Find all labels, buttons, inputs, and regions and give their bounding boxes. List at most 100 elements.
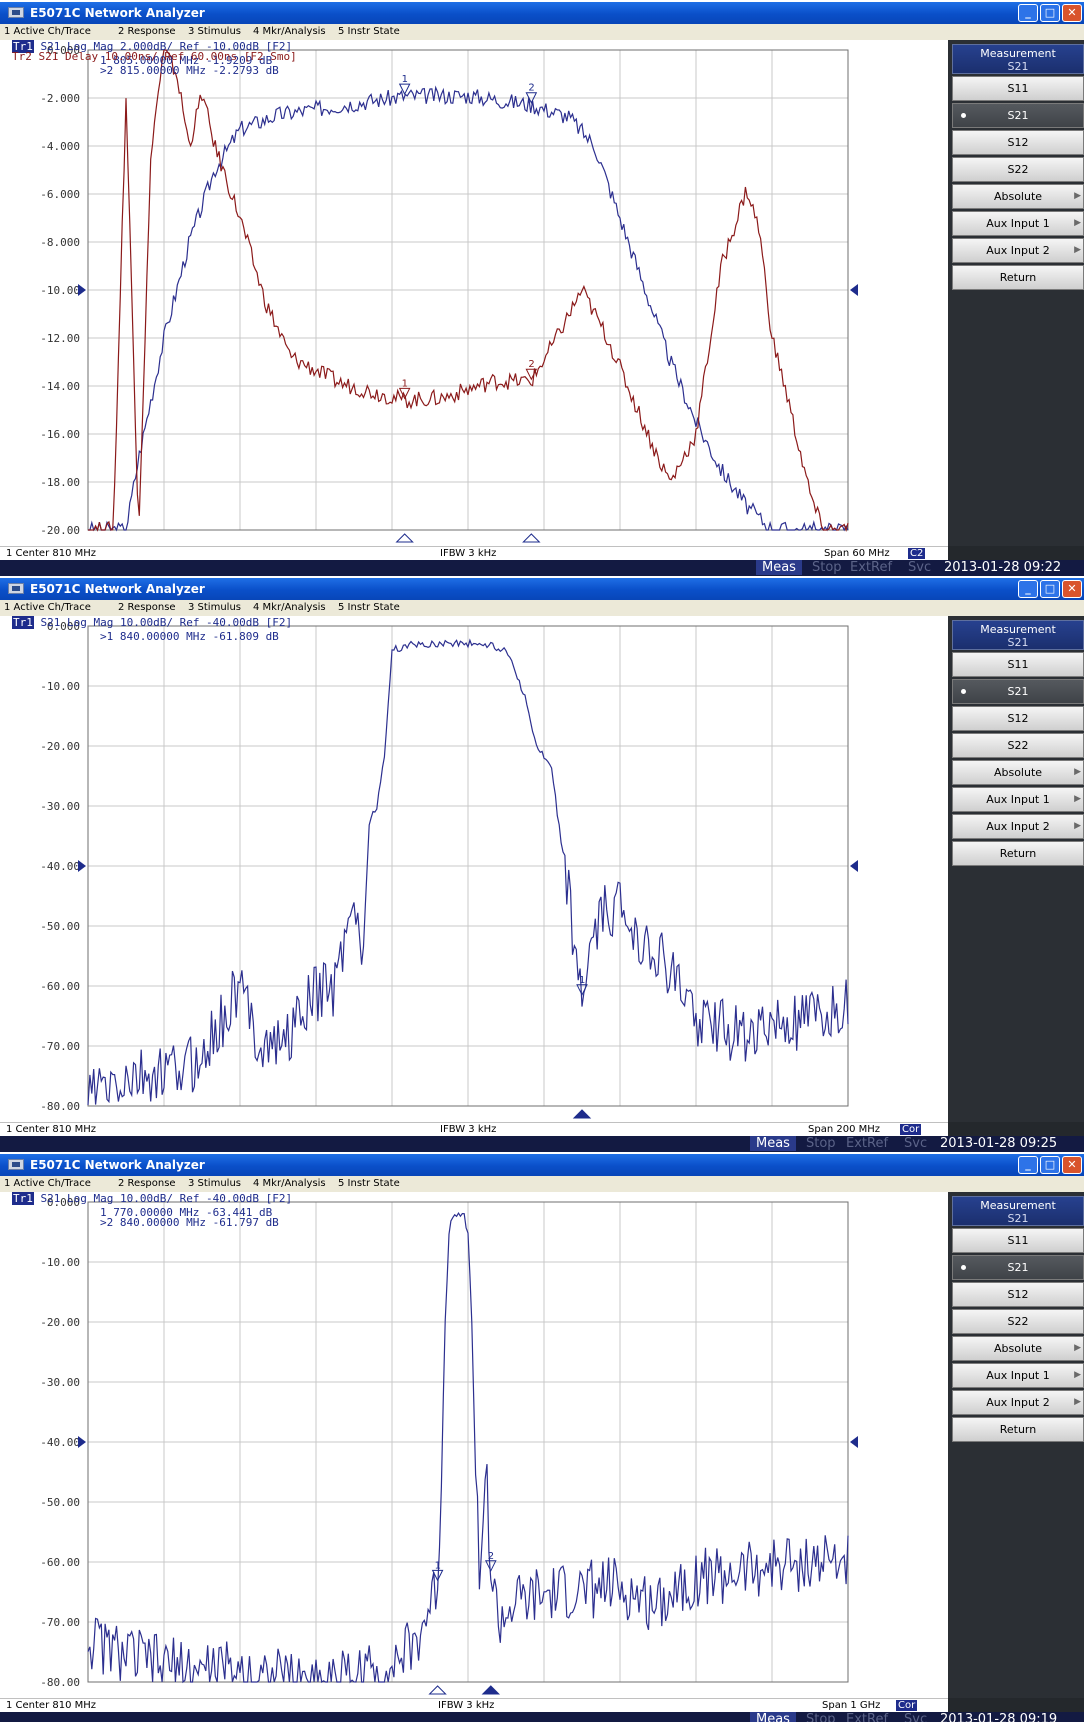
marker-triangle-icon <box>576 984 588 996</box>
menu-instr-state[interactable]: 5 Instr State <box>338 602 400 613</box>
softkey-title: Measurement <box>980 623 1056 636</box>
timestamp: 2013-01-28 09:19 <box>940 1712 1058 1722</box>
close-button[interactable]: ✕ <box>1062 580 1082 598</box>
menu-stimulus[interactable]: 3 Stimulus <box>188 1178 241 1189</box>
marker-readout: 1 770.00000 MHz -63.441 dB <box>100 1206 273 1219</box>
softkey-return[interactable]: Return <box>952 265 1084 290</box>
softkey-aux-input-2[interactable]: Aux Input 2 ▶ <box>952 814 1084 839</box>
y-tick-label: -14.00 <box>40 380 80 393</box>
extref-indicator: ExtRef <box>850 560 893 575</box>
softkey-return[interactable]: Return <box>952 1417 1084 1442</box>
softkey-aux-input-2[interactable]: Aux Input 2 ▶ <box>952 1390 1084 1415</box>
softkey-s11[interactable]: S11 <box>952 76 1084 101</box>
center-frequency: 1 Center 810 MHz <box>6 1124 97 1135</box>
graph-area[interactable]: 0.000 -10.00 -20.00 -30.00 -40.00 -50.00 -60.0… <box>0 616 948 1122</box>
menu-response[interactable]: 2 Response <box>118 26 176 37</box>
minimize-button[interactable]: _ <box>1018 1156 1038 1174</box>
softkey-aux-input-1[interactable]: Aux Input 1 ▶ <box>952 211 1084 236</box>
y-tick-label: -80.00 <box>40 1100 80 1113</box>
softkey-s12[interactable]: S12 <box>952 1282 1084 1307</box>
y-tick-label: -8.000 <box>40 236 80 249</box>
y-tick-label: -50.00 <box>40 1496 80 1509</box>
softkey-s21[interactable]: S21 <box>952 679 1084 704</box>
softkey-s21[interactable]: S21 <box>952 1255 1084 1280</box>
softkey-menu: Measurement S21 S11 S21 S12 S22 Absolute… <box>948 40 1084 546</box>
y-tick-label: 0.000 <box>47 44 80 57</box>
ifbw: IFBW 3 kHz <box>440 548 497 559</box>
softkey-s12[interactable]: S12 <box>952 130 1084 155</box>
maximize-button[interactable]: □ <box>1040 580 1060 598</box>
softkey-label: Absolute <box>993 766 1043 779</box>
softkey-label: Aux Input 1 <box>986 217 1050 230</box>
marker-triangle-icon <box>398 387 411 400</box>
title-bar: E5071C Network Analyzer _ □ ✕ <box>0 578 1084 600</box>
trace-header-1[interactable]: Tr1 S21 Log Mag 10.00dB/ Ref -40.00dB [F… <box>12 616 292 629</box>
plot-frame <box>87 49 849 531</box>
menu-bar: 1 Active Ch/Trace 2 Response 3 Stimulus … <box>0 1176 1084 1192</box>
close-button[interactable]: ✕ <box>1062 4 1082 22</box>
softkey-s22[interactable]: S22 <box>952 157 1084 182</box>
softkey-s11[interactable]: S11 <box>952 1228 1084 1253</box>
menu-stimulus[interactable]: 3 Stimulus <box>188 602 241 613</box>
window-title: E5071C Network Analyzer <box>30 6 205 20</box>
menu-instr-state[interactable]: 5 Instr State <box>338 1178 400 1189</box>
marker-readout: >1 840.00000 MHz -61.809 dB <box>100 630 279 643</box>
instrument-status-bar: Meas Stop ExtRef Svc 2013-01-28 09:25 <box>0 1136 1084 1152</box>
menu-mkr-analysis[interactable]: 4 Mkr/Analysis <box>253 1178 326 1189</box>
trace-header-1[interactable]: Tr1 S21 Log Mag 2.000dB/ Ref -10.00dB [F… <box>12 40 292 53</box>
trace-header-2[interactable]: Tr2 S21 Delay 10.00ns/ Ref 60.00ns [F2 S… <box>12 50 297 63</box>
menu-instr-state[interactable]: 5 Instr State <box>338 26 400 37</box>
menu-stimulus[interactable]: 3 Stimulus <box>188 26 241 37</box>
menu-active-ch-trace[interactable]: 1 Active Ch/Trace <box>4 1178 91 1189</box>
softkey-s12[interactable]: S12 <box>952 706 1084 731</box>
softkey-absolute[interactable]: Absolute ▶ <box>952 760 1084 785</box>
status-bar: 1 Center 810 MHz IFBW 3 kHz Span 60 MHz … <box>0 546 948 560</box>
chart-plot: 0.000 -2.000 -4.000 -6.000 -8.000 -10.00 -12.0… <box>40 44 858 543</box>
maximize-button[interactable]: □ <box>1040 1156 1060 1174</box>
softkey-absolute[interactable]: Absolute ▶ <box>952 1336 1084 1361</box>
selected-dot-icon <box>961 689 966 694</box>
softkey-absolute[interactable]: Absolute ▶ <box>952 184 1084 209</box>
softkey-return[interactable]: Return <box>952 841 1084 866</box>
chart-plot: 0.000 -10.00 -20.00 -30.00 -40.00 -50.00 -60.0… <box>40 1196 858 1695</box>
grid <box>87 625 849 1107</box>
marker-number: 2 <box>528 83 534 94</box>
softkey-aux-input-1[interactable]: Aux Input 1 ▶ <box>952 787 1084 812</box>
close-button[interactable]: ✕ <box>1062 1156 1082 1174</box>
softkey-s22[interactable]: S22 <box>952 733 1084 758</box>
trace-setting: S21 Log Mag 10.00dB/ Ref -40.00dB [F2] <box>33 1192 293 1205</box>
menu-response[interactable]: 2 Response <box>118 602 176 613</box>
ref-level-right-arrow-icon <box>850 1436 858 1448</box>
minimize-button[interactable]: _ <box>1018 4 1038 22</box>
y-tick-label: -10.00 <box>40 680 80 693</box>
stimulus-marker-icon <box>481 1685 501 1695</box>
softkey-s22[interactable]: S22 <box>952 1309 1084 1334</box>
trace-header-1[interactable]: Tr1 S21 Log Mag 10.00dB/ Ref -40.00dB [F… <box>12 1192 292 1205</box>
trace-tag: Tr1 <box>12 40 34 53</box>
maximize-button[interactable]: □ <box>1040 4 1060 22</box>
softkey-label: Aux Input 2 <box>986 820 1050 833</box>
svc-indicator: Svc <box>904 1136 928 1151</box>
minimize-button[interactable]: _ <box>1018 580 1038 598</box>
analyzer-window-2: E5071C Network Analyzer _ □ ✕ 1 Active C… <box>0 578 1084 1152</box>
analyzer-window-1: E5071C Network Analyzer _ □ ✕ 1 Active C… <box>0 2 1084 576</box>
svc-indicator: Svc <box>904 1712 928 1722</box>
menu-response[interactable]: 2 Response <box>118 1178 176 1189</box>
softkey-aux-input-2[interactable]: Aux Input 2 ▶ <box>952 238 1084 263</box>
softkey-label: Absolute <box>993 1342 1043 1355</box>
softkey-aux-input-1[interactable]: Aux Input 1 ▶ <box>952 1363 1084 1388</box>
menu-mkr-analysis[interactable]: 4 Mkr/Analysis <box>253 602 326 613</box>
graph-area[interactable]: 0.000 -10.00 -20.00 -30.00 -40.00 -50.00 -60.0… <box>0 1192 948 1698</box>
extref-indicator: ExtRef <box>846 1712 889 1722</box>
softkey-s21[interactable]: S21 <box>952 103 1084 128</box>
y-tick-label: -70.00 <box>40 1040 80 1053</box>
trace-tag: Tr2 <box>12 50 32 63</box>
y-tick-label: 0.000 <box>47 1196 80 1209</box>
menu-active-ch-trace[interactable]: 1 Active Ch/Trace <box>4 26 91 37</box>
softkey-label: Aux Input 2 <box>986 244 1050 257</box>
menu-mkr-analysis[interactable]: 4 Mkr/Analysis <box>253 26 326 37</box>
graph-area[interactable]: 0.000 -2.000 -4.000 -6.000 -8.000 -10.00 -12.0… <box>0 40 948 546</box>
menu-bar: 1 Active Ch/Trace 2 Response 3 Stimulus … <box>0 600 1084 616</box>
softkey-s11[interactable]: S11 <box>952 652 1084 677</box>
menu-active-ch-trace[interactable]: 1 Active Ch/Trace <box>4 602 91 613</box>
